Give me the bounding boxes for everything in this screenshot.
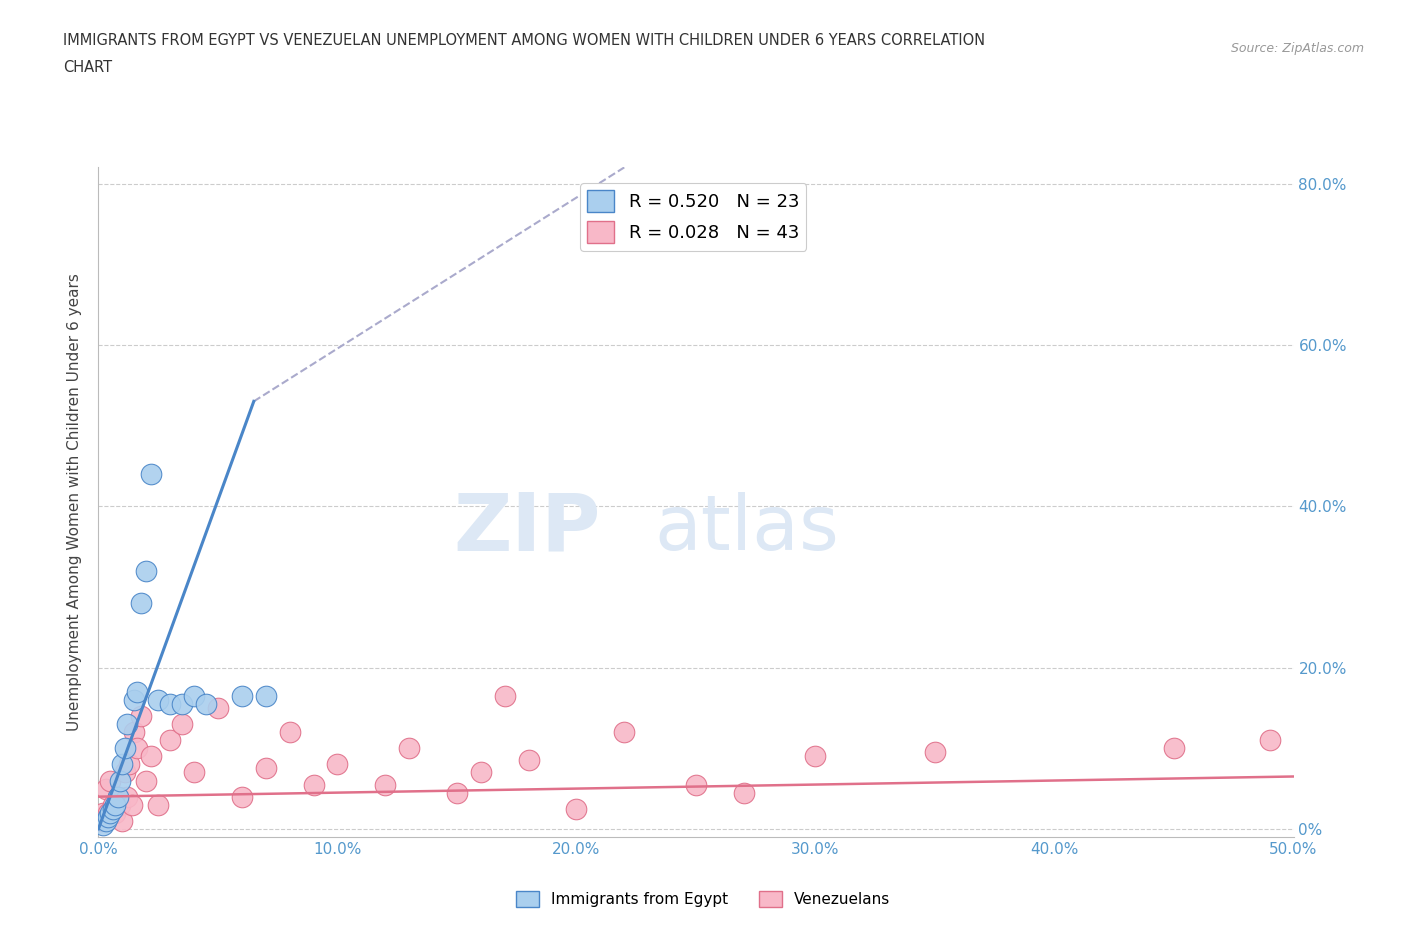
Legend: R = 0.520   N = 23, R = 0.028   N = 43: R = 0.520 N = 23, R = 0.028 N = 43 bbox=[581, 183, 807, 251]
Text: atlas: atlas bbox=[655, 492, 839, 566]
Point bbox=[94, 814, 117, 829]
Point bbox=[94, 781, 117, 796]
Point bbox=[97, 809, 120, 824]
Point bbox=[90, 814, 112, 829]
Point bbox=[231, 688, 253, 703]
Point bbox=[613, 724, 636, 739]
Point bbox=[107, 790, 129, 804]
Point bbox=[135, 773, 157, 788]
Point bbox=[183, 688, 205, 703]
Point bbox=[231, 790, 253, 804]
Point bbox=[517, 753, 540, 768]
Point bbox=[326, 757, 349, 772]
Point bbox=[159, 733, 181, 748]
Point bbox=[115, 717, 138, 732]
Point bbox=[125, 741, 148, 756]
Point bbox=[159, 697, 181, 711]
Point bbox=[111, 757, 134, 772]
Text: Source: ZipAtlas.com: Source: ZipAtlas.com bbox=[1230, 42, 1364, 55]
Point bbox=[107, 790, 129, 804]
Point bbox=[733, 785, 755, 800]
Point bbox=[108, 797, 131, 812]
Point bbox=[114, 765, 136, 780]
Point bbox=[135, 564, 157, 578]
Point bbox=[374, 777, 396, 792]
Point bbox=[924, 745, 946, 760]
Point bbox=[131, 709, 153, 724]
Point bbox=[254, 761, 277, 776]
Point bbox=[101, 797, 124, 812]
Point bbox=[1163, 741, 1185, 756]
Point bbox=[446, 785, 468, 800]
Point bbox=[108, 773, 131, 788]
Point bbox=[278, 724, 301, 739]
Point bbox=[398, 741, 420, 756]
Point bbox=[118, 757, 141, 772]
Point bbox=[302, 777, 325, 792]
Point bbox=[172, 697, 194, 711]
Point bbox=[207, 700, 229, 715]
Point bbox=[1258, 733, 1281, 748]
Point bbox=[91, 805, 114, 820]
Point bbox=[183, 765, 205, 780]
Point bbox=[804, 749, 827, 764]
Text: IMMIGRANTS FROM EGYPT VS VENEZUELAN UNEMPLOYMENT AMONG WOMEN WITH CHILDREN UNDER: IMMIGRANTS FROM EGYPT VS VENEZUELAN UNEM… bbox=[63, 33, 986, 47]
Legend: Immigrants from Egypt, Venezuelans: Immigrants from Egypt, Venezuelans bbox=[510, 884, 896, 913]
Point bbox=[91, 817, 114, 832]
Point bbox=[124, 724, 146, 739]
Point bbox=[98, 805, 122, 820]
Point bbox=[685, 777, 707, 792]
Point bbox=[139, 749, 162, 764]
Point bbox=[121, 797, 143, 812]
Point bbox=[101, 802, 124, 817]
Text: ZIP: ZIP bbox=[453, 490, 600, 568]
Point bbox=[148, 693, 170, 708]
Point bbox=[470, 765, 492, 780]
Point bbox=[111, 814, 134, 829]
Point bbox=[494, 688, 516, 703]
Point bbox=[125, 684, 148, 699]
Point bbox=[115, 790, 138, 804]
Point bbox=[254, 688, 277, 703]
Point bbox=[114, 741, 136, 756]
Point bbox=[97, 805, 120, 820]
Point bbox=[148, 797, 170, 812]
Text: CHART: CHART bbox=[63, 60, 112, 75]
Point bbox=[565, 802, 588, 817]
Point bbox=[194, 697, 218, 711]
Point bbox=[172, 717, 194, 732]
Point bbox=[124, 693, 146, 708]
Point bbox=[104, 797, 127, 812]
Point bbox=[104, 805, 127, 820]
Y-axis label: Unemployment Among Women with Children Under 6 years: Unemployment Among Women with Children U… bbox=[67, 273, 83, 731]
Point bbox=[98, 773, 122, 788]
Point bbox=[139, 467, 162, 482]
Point bbox=[131, 595, 153, 610]
